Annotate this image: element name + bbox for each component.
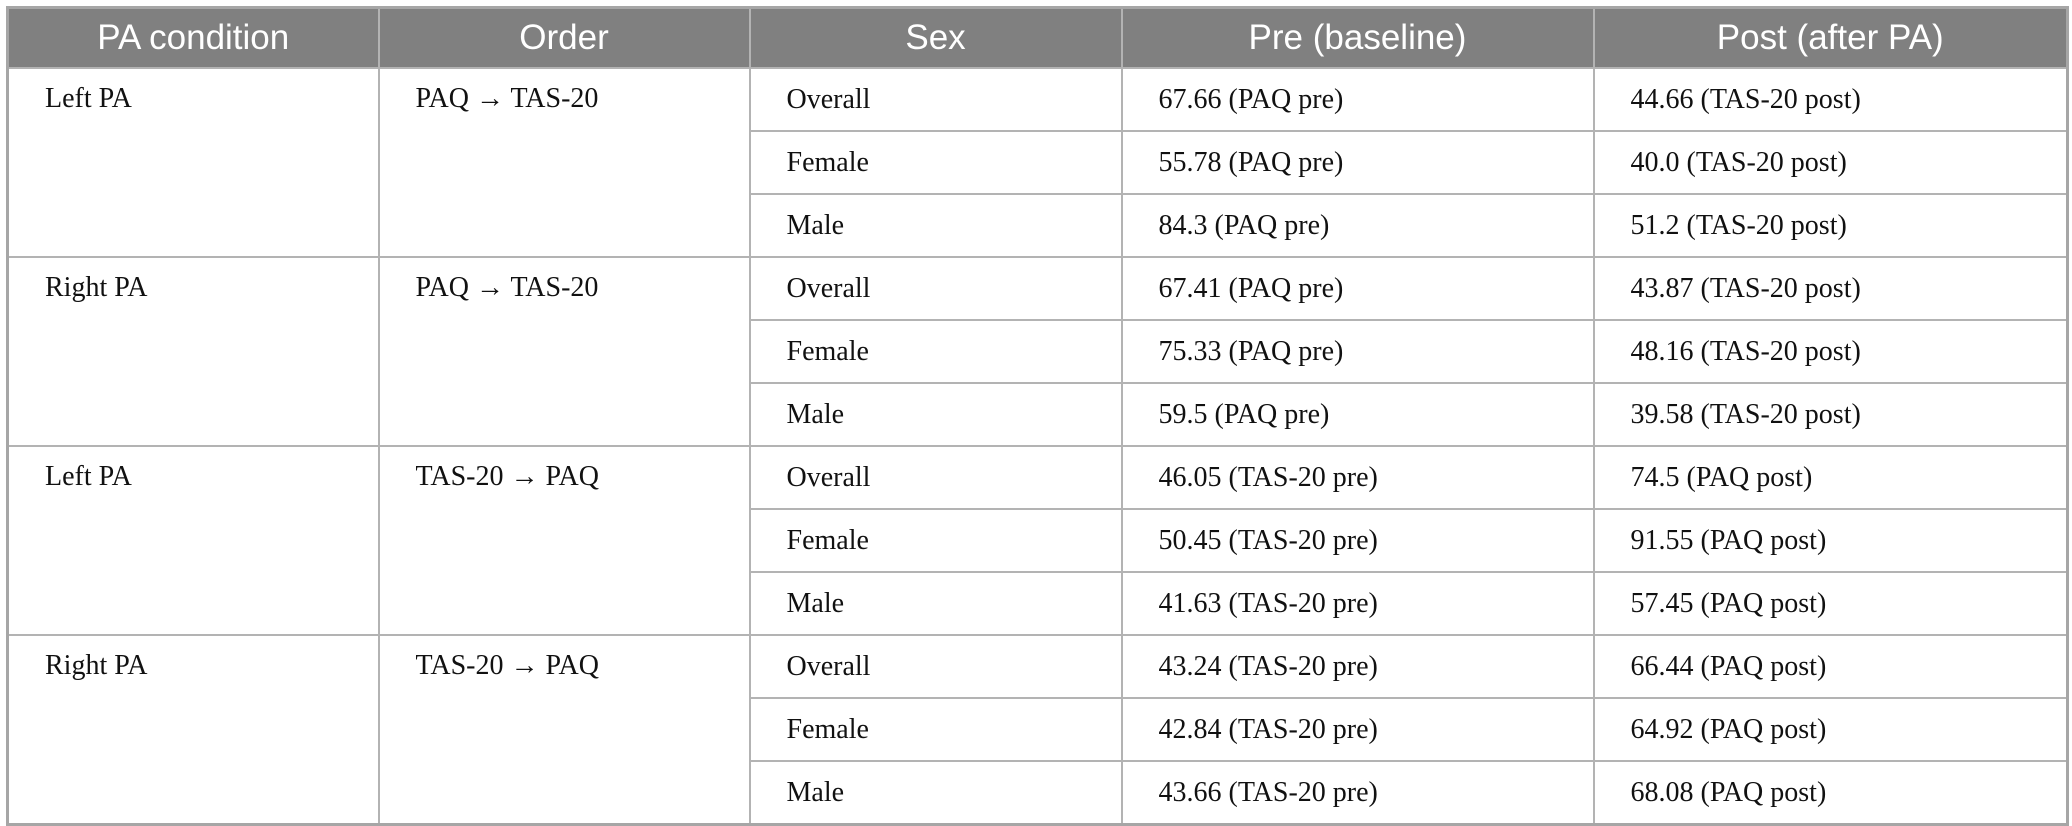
sex-cell: Overall — [748, 445, 1123, 510]
pre-cell: 84.3 (PAQ pre) — [1120, 193, 1595, 258]
post-cell: 48.16 (TAS-20 post) — [1592, 319, 2069, 384]
pre-cell: 67.66 (PAQ pre) — [1120, 67, 1595, 132]
header-row: PA condition Order Sex Pre (baseline) Post (… — [6, 7, 2068, 68]
sex-cell: Male — [748, 571, 1123, 636]
condition-cell: Left PA — [6, 445, 380, 636]
condition-cell: Left PA — [6, 67, 380, 258]
pre-cell: 43.24 (TAS-20 pre) — [1120, 634, 1595, 699]
sex-cell: Female — [748, 130, 1123, 195]
post-cell: 51.2 (TAS-20 post) — [1592, 193, 2069, 258]
post-cell: 39.58 (TAS-20 post) — [1592, 382, 2069, 447]
pre-cell: 75.33 (PAQ pre) — [1120, 319, 1595, 384]
pre-cell: 67.41 (PAQ pre) — [1120, 256, 1595, 321]
post-cell: 68.08 (PAQ post) — [1592, 760, 2069, 826]
table-row: Male 43.66 (TAS-20 pre) 68.08 (PAQ post) — [8, 760, 2069, 826]
pre-cell: 42.84 (TAS-20 pre) — [1120, 697, 1595, 762]
table-row: Left PA TAS-20 → PAQ Overall 46.05 (TAS-20 … — [6, 445, 2069, 636]
table-row: Female 42.84 (TAS-20 pre) 64.92 (PAQ post) — [8, 697, 2069, 762]
order-cell: PAQ → TAS-20 — [377, 256, 751, 447]
table-row: Right PA PAQ → TAS-20 Overall 67.41 (PAQ pr… — [6, 256, 2069, 447]
header-cell: Order — [377, 7, 750, 68]
post-cell: 57.45 (PAQ post) — [1592, 571, 2069, 636]
table-row: Left PA PAQ → TAS-20 Overall 67.66 (PAQ pre… — [6, 67, 2069, 258]
header-cell: PA condition — [6, 7, 379, 68]
post-cell: 40.0 (TAS-20 post) — [1592, 130, 2069, 195]
order-cell: TAS-20 → PAQ — [377, 445, 751, 636]
sex-cell: Male — [748, 382, 1123, 447]
header-cell: Sex — [748, 7, 1122, 68]
header-cell: Pre (baseline) — [1120, 7, 1594, 68]
post-cell: 66.44 (PAQ post) — [1592, 634, 2069, 699]
pre-cell: 55.78 (PAQ pre) — [1120, 130, 1595, 195]
sex-cell: Overall — [748, 256, 1123, 321]
table-row: Female 55.78 (PAQ pre) 40.0 (TAS-20 post) — [8, 130, 2069, 195]
table-row: Male 41.63 (TAS-20 pre) 57.45 (PAQ post) — [8, 571, 2069, 636]
sex-cell: Female — [748, 319, 1123, 384]
post-cell: 91.55 (PAQ post) — [1592, 508, 2069, 573]
post-cell: 43.87 (TAS-20 post) — [1592, 256, 2069, 321]
pre-cell: 41.63 (TAS-20 pre) — [1120, 571, 1595, 636]
sex-cell: Overall — [748, 67, 1123, 132]
sex-cell: Overall — [748, 634, 1123, 699]
pre-cell: 46.05 (TAS-20 pre) — [1120, 445, 1595, 510]
table-row: Female 75.33 (PAQ pre) 48.16 (TAS-20 post) — [8, 319, 2069, 384]
table-body: Left PA PAQ → TAS-20 Overall 67.66 (PAQ pre… — [6, 67, 2069, 826]
post-cell: 44.66 (TAS-20 post) — [1592, 67, 2069, 132]
sex-cell: Female — [748, 697, 1123, 762]
table-row: Female 50.45 (TAS-20 pre) 91.55 (PAQ post) — [8, 508, 2069, 573]
pre-cell: 59.5 (PAQ pre) — [1120, 382, 1595, 447]
order-cell: TAS-20 → PAQ — [377, 634, 751, 826]
table-row: Male 84.3 (PAQ pre) 51.2 (TAS-20 post) — [8, 193, 2069, 258]
table-row: Right PA TAS-20 → PAQ Overall 43.24 (TAS-20… — [6, 634, 2069, 826]
pre-cell: 50.45 (TAS-20 pre) — [1120, 508, 1595, 573]
sex-cell: Male — [748, 760, 1123, 826]
sex-cell: Female — [748, 508, 1123, 573]
post-cell: 74.5 (PAQ post) — [1592, 445, 2069, 510]
pre-cell: 43.66 (TAS-20 pre) — [1120, 760, 1595, 826]
condition-cell: Right PA — [6, 634, 380, 826]
sex-cell: Male — [748, 193, 1123, 258]
header-cell: Post (after PA) — [1592, 7, 2068, 68]
order-cell: PAQ → TAS-20 — [377, 67, 751, 258]
data-table: PA condition Order Sex Pre (baseline) Post (… — [6, 6, 2069, 826]
post-cell: 64.92 (PAQ post) — [1592, 697, 2069, 762]
condition-cell: Right PA — [6, 256, 380, 447]
table-row: Male 59.5 (PAQ pre) 39.58 (TAS-20 post) — [8, 382, 2069, 447]
